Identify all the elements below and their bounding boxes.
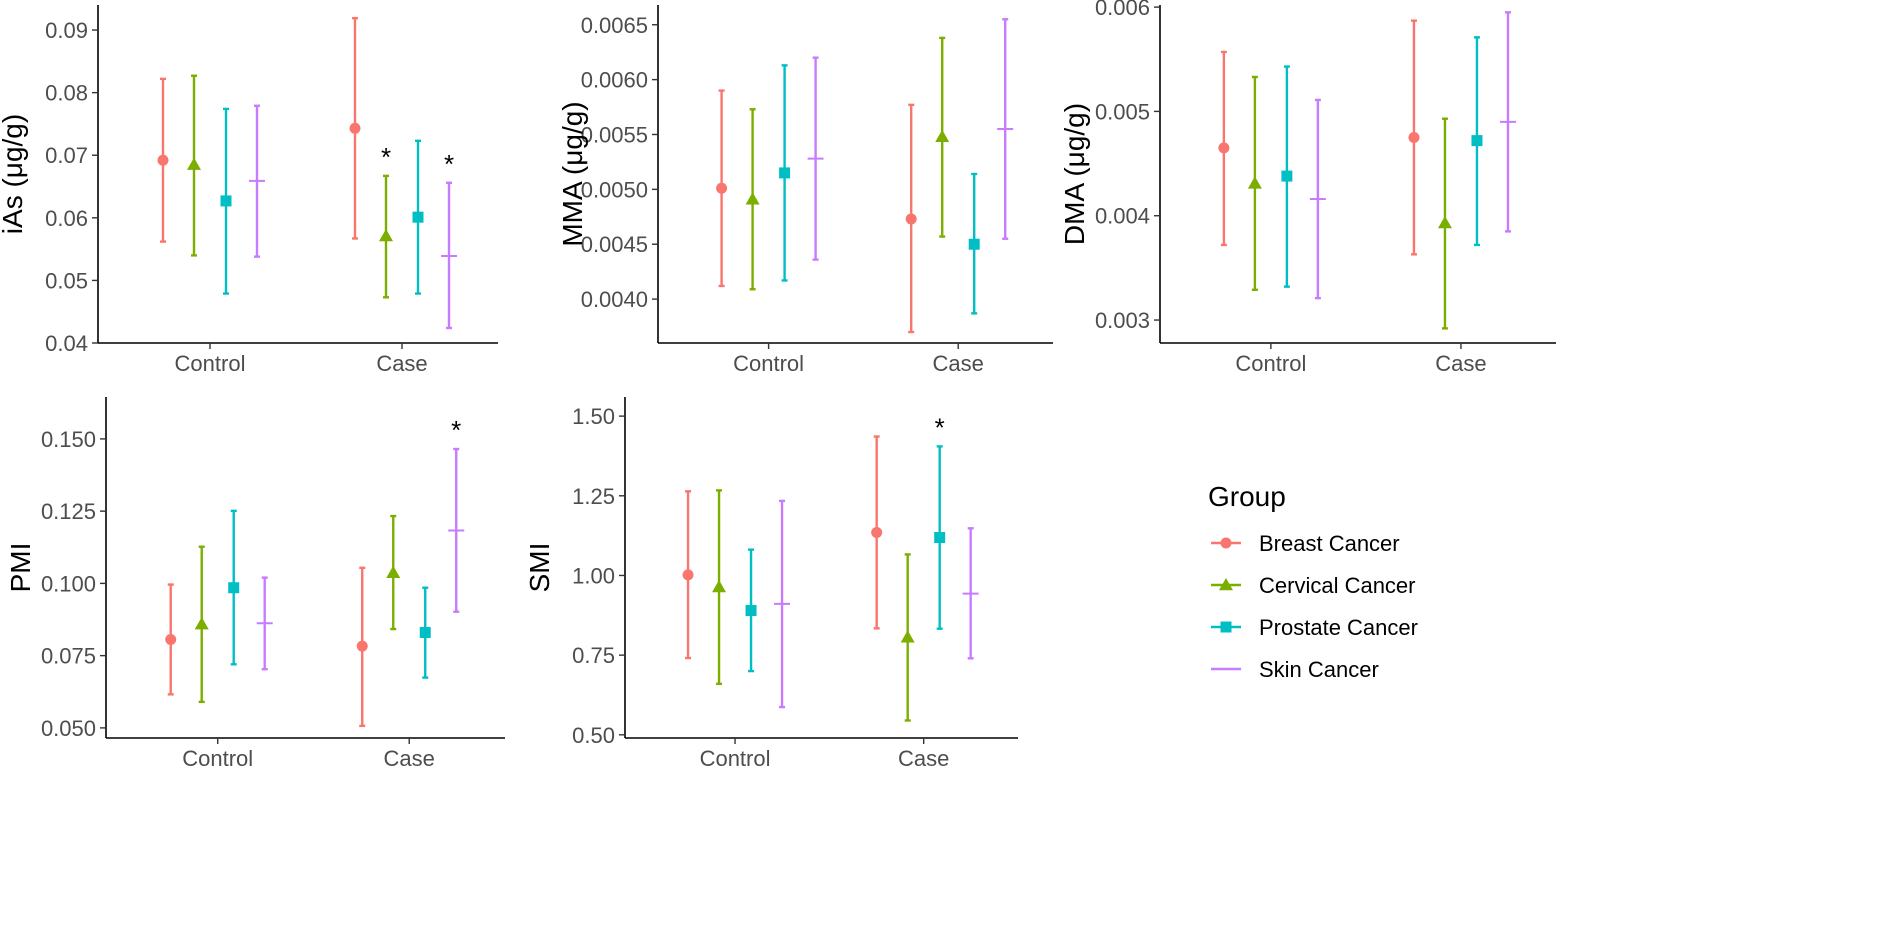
data-point [1408, 131, 1420, 143]
significance-marker: * [381, 142, 391, 172]
data-point [968, 238, 980, 250]
data-point [712, 579, 727, 593]
data-point [412, 211, 424, 223]
legend-key-marker [1219, 578, 1233, 591]
x-tick-label: Control [700, 746, 771, 771]
panel-4: 0.050 0.075 0.100 0.125 0.150 Control Case PMI * [5, 397, 505, 771]
legend-title: Group [1208, 481, 1286, 512]
y-tick-label: 0.125 [41, 499, 96, 524]
legend-label: Skin Cancer [1259, 657, 1379, 682]
y-tick-label: 0.0060 [581, 68, 648, 93]
panel-2: 0.0040 0.0045 0.0050 0.0055 0.0060 0.0065 Cont… [557, 5, 1053, 376]
x-tick-label: Control [1235, 351, 1306, 376]
y-axis-title: iAs (μg/g) [0, 114, 28, 234]
data-point [682, 569, 694, 581]
legend-label: Prostate Cancer [1259, 615, 1418, 640]
x-tick-label: Case [376, 351, 427, 376]
data-point [716, 182, 728, 194]
y-tick-label: 1.00 [572, 563, 615, 588]
y-tick-label: 0.004 [1095, 204, 1150, 229]
panel-3: 0.003 0.004 0.005 0.006 Control Case DMA (μg/g… [1059, 0, 1556, 376]
y-tick-label: 0.0065 [581, 13, 648, 38]
data-point [745, 192, 760, 205]
legend-item: Cervical Cancer [1211, 573, 1416, 598]
x-tick-label: Case [898, 746, 949, 771]
legend-item: Prostate Cancer [1211, 615, 1418, 640]
x-tick-label: Control [175, 351, 246, 376]
y-axis-title: SMI [524, 543, 555, 593]
data-point [934, 532, 946, 544]
data-point [1281, 170, 1293, 182]
y-axis-title: PMI [5, 543, 36, 593]
data-point [386, 565, 401, 578]
y-tick-label: 0.75 [572, 643, 615, 668]
data-point [1247, 176, 1262, 189]
legend-item: Breast Cancer [1211, 531, 1400, 556]
y-tick-label: 0.0055 [581, 122, 648, 147]
legend-item: Skin Cancer [1211, 657, 1379, 682]
legend-label: Breast Cancer [1259, 531, 1400, 556]
data-point [905, 213, 917, 225]
panel-1: 0.04 0.05 0.06 0.07 0.08 0.09 Control Case iAs (… [0, 5, 498, 376]
data-point [165, 633, 177, 645]
significance-marker: * [451, 415, 461, 445]
data-point [220, 195, 232, 207]
data-point [1218, 142, 1230, 154]
x-tick-label: Control [182, 746, 253, 771]
y-tick-label: 0.003 [1095, 308, 1150, 333]
data-point [419, 627, 431, 639]
y-axis-title: DMA (μg/g) [1059, 103, 1090, 245]
x-tick-label: Case [933, 351, 984, 376]
y-tick-label: 0.04 [45, 331, 88, 356]
x-tick-label: Control [733, 351, 804, 376]
y-tick-label: 1.50 [572, 404, 615, 429]
data-point [900, 630, 915, 643]
y-tick-label: 0.150 [41, 427, 96, 452]
data-point [349, 122, 361, 134]
data-point [187, 157, 201, 170]
x-tick-label: Case [1435, 351, 1486, 376]
legend: Group Breast Cancer Cervical Cancer Prostat… [1208, 481, 1418, 682]
data-point [745, 605, 757, 617]
data-point [871, 526, 883, 538]
y-tick-label: 0.07 [45, 143, 88, 168]
y-tick-label: 0.075 [41, 644, 96, 669]
data-point [356, 640, 368, 652]
data-point [1437, 216, 1452, 229]
y-tick-label: 0.06 [45, 206, 88, 231]
significance-marker: * [935, 412, 945, 442]
y-tick-label: 0.0050 [581, 177, 648, 202]
data-point [228, 582, 240, 594]
y-tick-label: 0.50 [572, 723, 615, 748]
y-axis-title: MMA (μg/g) [557, 101, 588, 246]
data-point [379, 228, 393, 242]
y-tick-label: 0.005 [1095, 99, 1150, 124]
x-tick-label: Case [384, 746, 435, 771]
y-tick-label: 0.100 [41, 571, 96, 596]
data-point [157, 154, 169, 166]
y-tick-label: 0.006 [1095, 0, 1150, 20]
panels: 0.04 0.05 0.06 0.07 0.08 0.09 Control Case iAs (… [0, 0, 1556, 771]
y-tick-label: 0.0040 [581, 287, 648, 312]
y-tick-label: 0.050 [41, 716, 96, 741]
panel-5: 0.50 0.75 1.00 1.25 1.50 Control Case SMI * [524, 397, 1018, 771]
y-tick-label: 0.08 [45, 81, 88, 106]
legend-key-marker [1220, 537, 1232, 549]
data-point [1471, 135, 1483, 147]
data-point [779, 167, 791, 179]
legend-key-marker [1220, 621, 1232, 633]
data-point [935, 129, 950, 142]
legend-label: Cervical Cancer [1259, 573, 1416, 598]
y-tick-label: 1.25 [572, 484, 615, 509]
data-point [194, 617, 209, 630]
y-tick-label: 0.0045 [581, 232, 648, 257]
y-tick-label: 0.05 [45, 268, 88, 293]
significance-marker: * [444, 149, 454, 179]
y-tick-label: 0.09 [45, 18, 88, 43]
